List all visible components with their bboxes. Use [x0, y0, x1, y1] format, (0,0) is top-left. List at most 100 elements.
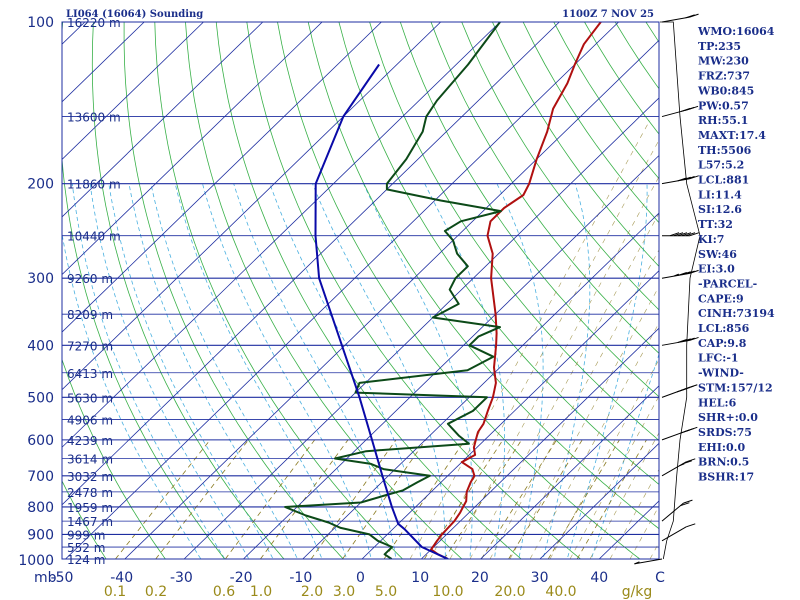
index-entry: -PARCEL- [698, 277, 757, 290]
wind-barb-staff [661, 178, 690, 185]
isotherm-line [62, 22, 441, 391]
isotherm-line [302, 212, 659, 559]
mixing-ratio-label: 10.0 [432, 584, 463, 600]
pressure-tick-label: 900 [27, 527, 54, 543]
temperature-line [430, 22, 602, 559]
temperature-tick-label: -40 [110, 570, 133, 586]
mixing-ratio-line [589, 432, 659, 559]
mixing-ratio-label: 40.0 [545, 584, 576, 600]
height-label: 10440 m [67, 230, 121, 244]
dry-adiabat [399, 22, 659, 398]
wind-hodograph-line [660, 21, 701, 560]
moist-adiabat [71, 183, 226, 559]
moist-adiabat [89, 183, 250, 559]
isotherm-line [539, 442, 659, 559]
wind-barb-flag [681, 271, 691, 276]
mixing-ratio-line [342, 439, 427, 559]
index-entry: BSHR:17 [698, 471, 754, 484]
isotherm-line [65, 22, 619, 559]
moist-adiabat [108, 183, 274, 559]
temperature-labels: -50 -40 -30 -20 -10 0 10 20 30 40 C [51, 570, 666, 586]
dry-adiabat [769, 22, 800, 570]
moist-adiabat [312, 183, 446, 559]
index-entry: L57:5.2 [698, 159, 744, 172]
pressure-tick-label: 100 [27, 15, 54, 31]
isotherm-line [62, 22, 501, 448]
wind-barb-flag [686, 523, 696, 528]
plot-area [62, 22, 659, 559]
isotherm-line [421, 327, 659, 559]
height-label: 2478 m [67, 486, 113, 500]
dry-adiabat [492, 22, 659, 267]
mixing-ratio-line [469, 212, 659, 559]
height-label: 1959 m [67, 501, 113, 515]
plot-frame [61, 21, 660, 560]
mixing-ratio-line [449, 176, 659, 559]
moist-adiabat [269, 183, 422, 559]
moist-adiabat [174, 183, 348, 559]
mixing-ratio-line [576, 439, 647, 559]
wind-barb-flag [673, 232, 684, 237]
temperature-tick-label: 40 [590, 570, 608, 586]
mixing-ratio-label: 5.0 [375, 584, 397, 600]
wind-barb-flag [689, 269, 699, 274]
mixing-ratio-label: 0.6 [213, 584, 235, 600]
index-entry: EI:3.0 [698, 263, 735, 276]
wind-barb-staff [661, 526, 687, 542]
wind-barb-flag [685, 337, 695, 342]
wind-barb-staff [661, 16, 690, 23]
temperature-tick-label: 30 [531, 570, 549, 586]
isotherm-line [361, 270, 659, 559]
chart-datetime: 1100Z 7 NOV 25 [562, 9, 654, 20]
mixing-ratio-line [409, 119, 651, 559]
index-entry: TH:5506 [698, 144, 752, 157]
mixing-ratio-line [225, 439, 316, 559]
index-entry: CAPE:9 [698, 292, 744, 305]
mixing-ratio-line [529, 322, 659, 559]
wind-barb-staff [661, 502, 684, 522]
height-label: 16220 m [67, 16, 121, 30]
mixing-ratio-line [750, 120, 800, 559]
dry-adiabat [461, 22, 659, 311]
dry-adiabat [307, 22, 659, 530]
moist-adiabat [233, 183, 397, 559]
height-label: 3032 m [67, 470, 113, 484]
dry-adiabat [123, 22, 344, 559]
mixing-ratio-line [155, 439, 249, 559]
dry-adiabat [154, 22, 404, 559]
dry-adiabat [62, 480, 107, 559]
isotherm-line [480, 385, 659, 559]
index-entry: TP:235 [698, 40, 741, 53]
height-label: 4239 m [67, 434, 113, 448]
index-entry: RH:55.1 [698, 114, 748, 127]
wind-barb-flag [677, 177, 687, 182]
index-entry: CAP:9.8 [698, 337, 747, 350]
temperature-tick-label: -50 [51, 570, 74, 586]
pressure-tick-label: 700 [27, 469, 54, 485]
wind-barb-flag [669, 232, 680, 237]
mixing-ratio-label: 1.0 [250, 584, 272, 600]
mixing-ratio-labels: 0.1 0.2 0.6 1.0 2.0 3.0 5.0 10.0 20.0 40.0 g/kg [104, 584, 652, 600]
pressure-tick-label: 200 [27, 177, 54, 193]
mixing-ratio-label: 0.2 [145, 584, 167, 600]
index-entry: HEL:6 [698, 396, 737, 409]
wind-barb-flag [685, 270, 695, 275]
wind-barb-flag [682, 460, 692, 465]
wind-barb-flag [685, 14, 695, 19]
dry-adiabat [62, 22, 226, 559]
mixing-ratio-line [509, 285, 659, 559]
index-entry: WB0:845 [697, 84, 754, 97]
dewpoint-line [284, 22, 502, 559]
isotherm-line [243, 154, 659, 559]
wind-barb-staff [634, 558, 663, 565]
height-label: 9260 m [67, 272, 113, 286]
height-label: 7270 m [67, 339, 113, 353]
wind-barb-flag [676, 388, 687, 393]
isotherm-line [62, 22, 264, 218]
dry-adiabat [430, 22, 659, 354]
moist-adiabat [128, 183, 298, 559]
dry-adiabat [91, 22, 285, 559]
temperature-tick-label: 0 [356, 570, 365, 586]
